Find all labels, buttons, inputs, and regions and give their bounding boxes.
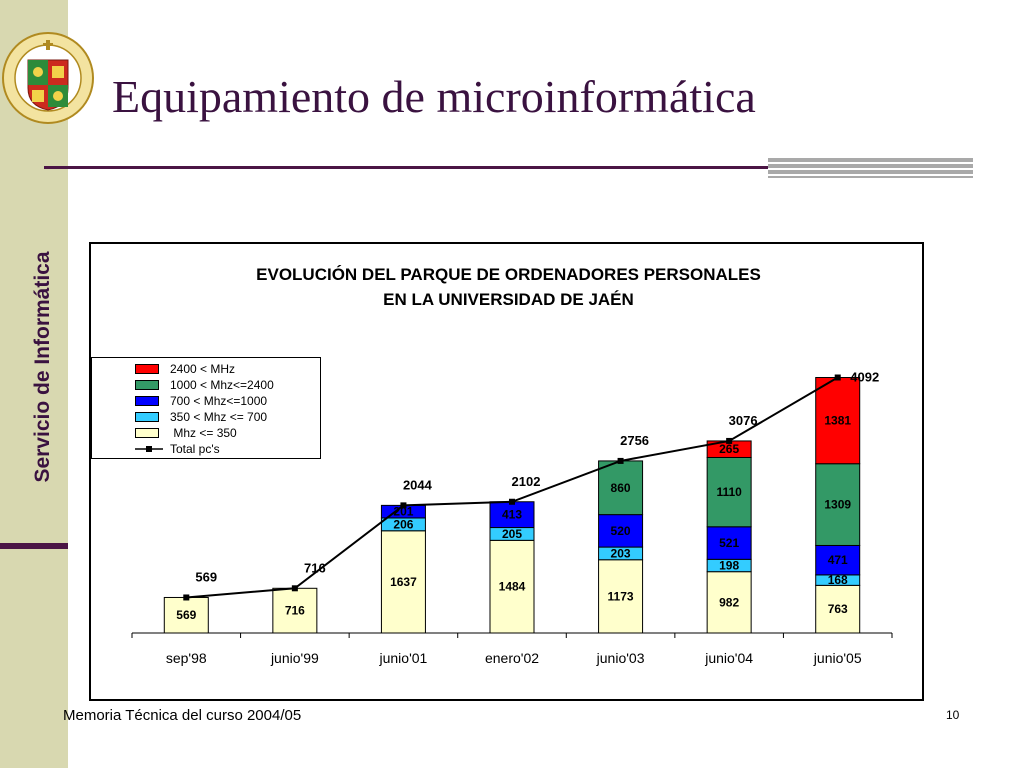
title-underline — [44, 166, 774, 169]
sidebar-accent-bar — [0, 543, 68, 549]
data-label: 1173 — [608, 589, 634, 603]
data-label: 569 — [176, 608, 196, 622]
title-underline-accent — [768, 158, 973, 178]
total-line-label: 569 — [195, 569, 217, 584]
total-line-marker — [400, 502, 407, 509]
bar-segment — [489, 501, 535, 529]
slide-title: Equipamiento de microinformática — [112, 71, 756, 122]
footer-text: Memoria Técnica del curso 2004/05 — [63, 707, 302, 724]
bar-segment — [598, 514, 644, 548]
bar-segment — [598, 559, 644, 634]
legend-swatch — [135, 428, 159, 438]
data-label: 203 — [611, 546, 631, 560]
total-line-marker — [617, 457, 624, 464]
data-label: 860 — [611, 481, 631, 495]
data-label: 471 — [828, 553, 848, 567]
data-label: 1110 — [716, 485, 742, 499]
data-label: 1309 — [824, 498, 851, 512]
bar-segment — [815, 544, 861, 576]
data-label: 413 — [502, 508, 522, 522]
legend-swatch — [135, 380, 159, 390]
bar-segment — [815, 376, 861, 465]
data-label: 265 — [719, 442, 739, 456]
total-line-label: 4092 — [850, 369, 879, 384]
total-line-label: 2756 — [620, 433, 649, 448]
bar-segment — [815, 584, 861, 634]
x-tick-label: junio'04 — [704, 650, 753, 666]
data-label: 1637 — [390, 575, 417, 589]
total-line-marker — [509, 498, 515, 505]
legend-swatch — [135, 396, 159, 406]
chart-title: EVOLUCIÓN DEL PARQUE DE ORDENADORES PERS… — [91, 262, 926, 312]
data-label: 716 — [285, 604, 305, 618]
data-label: 521 — [719, 536, 739, 550]
chart-title-line2: EN LA UNIVERSIDAD DE JAÉN — [383, 290, 634, 309]
data-label: 198 — [719, 559, 739, 573]
total-line-label: 2044 — [403, 477, 433, 492]
total-line-label: 2102 — [512, 474, 541, 489]
chart-legend: 2400 < MHz 1000 < Mhz<=2400 700 < Mhz<=1… — [91, 357, 321, 459]
bar-segment — [489, 539, 535, 634]
x-tick-label: junio'05 — [813, 650, 862, 666]
legend-swatch — [135, 364, 159, 374]
data-label: 982 — [719, 595, 739, 609]
data-label: 1381 — [824, 414, 851, 428]
x-tick-label: junio'01 — [379, 650, 428, 666]
bar-segment — [380, 530, 426, 634]
data-label: 205 — [502, 527, 522, 541]
bar-segment — [706, 571, 752, 634]
data-label: 206 — [393, 517, 413, 531]
bar-segment — [706, 526, 752, 560]
total-line-label: 3076 — [729, 413, 758, 428]
data-label: 1484 — [499, 580, 526, 594]
bar-segment — [598, 460, 644, 516]
x-tick-label: sep'98 — [166, 650, 207, 666]
total-line-marker — [291, 585, 298, 592]
x-tick-label: enero'02 — [485, 650, 539, 666]
sidebar: Servicio de Informática — [0, 0, 68, 768]
x-tick-label: junio'99 — [270, 650, 319, 666]
legend-swatch — [135, 412, 159, 422]
data-label: 520 — [611, 524, 631, 538]
total-line-marker — [834, 374, 841, 381]
total-line-label: 716 — [304, 560, 326, 575]
bar-segment — [272, 587, 318, 634]
data-label: 763 — [828, 602, 848, 616]
sidebar-label: Servicio de Informática — [31, 251, 54, 483]
data-label: 168 — [828, 573, 848, 587]
chart-plot: 569sep'98716junio'991637206201junio'0114… — [131, 369, 893, 666]
total-line-marker — [183, 594, 190, 601]
chart-title-line1: EVOLUCIÓN DEL PARQUE DE ORDENADORES PERS… — [256, 265, 761, 284]
page-number: 10 — [946, 708, 960, 722]
legend-line-swatch — [135, 446, 163, 452]
university-seal-logo — [2, 32, 94, 124]
chart-frame: EVOLUCIÓN DEL PARQUE DE ORDENADORES PERS… — [89, 242, 924, 701]
total-line-marker — [726, 437, 733, 444]
bar-segment — [815, 463, 861, 546]
x-tick-label: junio'03 — [596, 650, 645, 666]
